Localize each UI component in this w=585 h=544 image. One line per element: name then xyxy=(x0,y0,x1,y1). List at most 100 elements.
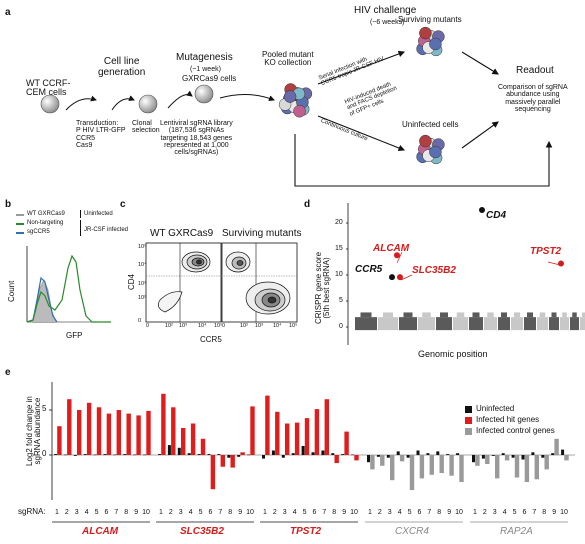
c-xtick-right-3: 10⁴ xyxy=(273,323,282,329)
bar-infected-tpst2-5 xyxy=(304,418,310,455)
bar-infected-slc35b2-10 xyxy=(250,406,255,455)
e-ytick-0: 0 xyxy=(42,449,47,458)
legend-entry-1: Non-targeting xyxy=(27,220,64,226)
e-legend-entry-1: Infected hit genes xyxy=(476,415,540,424)
sgrna-num-cxcr4-10: 10 xyxy=(455,509,463,516)
bar-infected-alcam-10 xyxy=(146,410,151,455)
e-legend-swatch-0 xyxy=(465,406,472,413)
d-ytick-4: 20 xyxy=(335,219,343,226)
c-xtick-left-4: 10⁵ xyxy=(214,323,223,329)
e-legend-swatch-1 xyxy=(465,417,472,424)
gxrcas9-cell-icon xyxy=(194,84,214,104)
bar-uninfected-rap2a-3 xyxy=(491,455,495,456)
bar-uninfected-cxcr4-4 xyxy=(396,451,400,455)
sgrna-num-cxcr4-4: 4 xyxy=(397,509,402,516)
chromosome-block-top-2 xyxy=(403,312,413,318)
bar-infected-cxcr4-7 xyxy=(429,455,434,475)
sgrna-num-slc35b2-8: 8 xyxy=(228,509,233,516)
bar-uninfected-slc35b2-6 xyxy=(207,454,211,455)
bar-uninfected-cxcr4-8 xyxy=(436,451,440,455)
bar-infected-rap2a-2 xyxy=(485,455,490,464)
arrow-bottom-loop xyxy=(294,134,553,187)
gene-point-ccr5 xyxy=(389,274,395,281)
chromosome-block-3 xyxy=(418,317,435,331)
sgrna-num-slc35b2-6: 6 xyxy=(208,509,213,516)
sgrna-num-cxcr4-2: 2 xyxy=(377,509,382,516)
sgrna-num-tpst2-5: 5 xyxy=(302,509,307,516)
bar-infected-cxcr4-4 xyxy=(399,455,405,462)
sgrna-num-rap2a-6: 6 xyxy=(522,509,527,516)
d-ytick-1: 5 xyxy=(339,297,343,304)
sgrna-num-rap2a-2: 2 xyxy=(482,509,487,516)
bar-infected-tpst2-10 xyxy=(354,455,359,461)
sgrna-num-rap2a-10: 10 xyxy=(560,509,568,516)
bar-infected-tpst2-1 xyxy=(265,395,270,455)
chromosome-block-7 xyxy=(484,317,497,331)
e-ytick-1: 5 xyxy=(42,404,47,413)
sgrna-num-alcam-5: 5 xyxy=(94,509,99,516)
gene-name-cxcr4: CXCR4 xyxy=(395,526,429,537)
uninfected-label: Uninfected cells xyxy=(402,120,459,129)
sgrna-num-slc35b2-4: 4 xyxy=(188,509,193,516)
chromosome-block-5 xyxy=(453,317,468,331)
sgrna-num-alcam-8: 8 xyxy=(124,509,129,516)
legend-note-infected: JR-CSF infected xyxy=(84,227,129,233)
bar-uninfected-slc35b2-5 xyxy=(197,454,201,455)
pooled-cluster-icon xyxy=(278,83,313,118)
gene-label-alcam: ALCAM xyxy=(373,243,410,254)
sgrna-num-alcam-3: 3 xyxy=(74,509,79,516)
bar-infected-alcam-2 xyxy=(67,399,72,455)
bar-uninfected-rap2a-8 xyxy=(541,455,545,458)
sgrna-num-cxcr4-5: 5 xyxy=(407,509,412,516)
bar-uninfected-tpst2-2 xyxy=(271,450,275,455)
sgrna-num-tpst2-9: 9 xyxy=(342,509,347,516)
gene-name-tpst2: TPST2 xyxy=(290,526,322,537)
sgrna-num-rap2a-1: 1 xyxy=(473,509,477,516)
c-ytick-0: 0 xyxy=(138,318,142,324)
bar-uninfected-cxcr4-3 xyxy=(386,455,390,458)
bar-infected-rap2a-8 xyxy=(544,455,549,470)
bar-infected-tpst2-3 xyxy=(285,423,290,455)
gene-point-alcam xyxy=(394,252,400,259)
panel-d-xlabel: Genomic position xyxy=(418,349,488,359)
bar-infected-cxcr4-6 xyxy=(419,455,425,479)
c-ytick-2: 10³ xyxy=(138,281,146,287)
panel-e-label: e xyxy=(5,367,11,378)
d-ytick-3: 15 xyxy=(335,245,343,252)
chromosome-block-top-9 xyxy=(514,312,520,318)
bar-infected-alcam-8 xyxy=(126,413,131,455)
c-xtick-left-1: 10² xyxy=(165,323,173,329)
sgrna-num-slc35b2-1: 1 xyxy=(159,509,163,516)
sgrna-num-alcam-9: 9 xyxy=(134,509,139,516)
bar-uninfected-alcam-10 xyxy=(143,454,147,456)
bar-uninfected-rap2a-1 xyxy=(472,455,475,463)
bar-infected-cxcr4-1 xyxy=(370,455,375,470)
bar-uninfected-cxcr4-6 xyxy=(416,450,420,455)
sgrna-num-tpst2-4: 4 xyxy=(292,509,297,516)
c-ytick-3: 10⁴ xyxy=(138,262,147,268)
sgrna-num-rap2a-7: 7 xyxy=(532,509,537,516)
sgrna-num-rap2a-4: 4 xyxy=(502,509,507,516)
chromosome-block-10 xyxy=(524,317,536,331)
readout-title: Readout xyxy=(516,65,554,76)
bar-infected-alcam-5 xyxy=(96,407,102,455)
bar-infected-slc35b2-8 xyxy=(230,455,235,468)
sgrna-num-rap2a-5: 5 xyxy=(512,509,517,516)
chromosome-block-8 xyxy=(498,317,510,331)
bar-uninfected-rap2a-10 xyxy=(561,449,565,455)
chromosome-block-top-3 xyxy=(422,312,431,318)
bar-uninfected-cxcr4-9 xyxy=(446,454,450,455)
bar-uninfected-tpst2-7 xyxy=(321,450,325,455)
arrow-to-surviving xyxy=(317,50,406,85)
bar-infected-alcam-6 xyxy=(106,413,112,455)
bar-uninfected-tpst2-5 xyxy=(301,446,305,455)
sgrna-num-tpst2-8: 8 xyxy=(332,509,337,516)
c-ytick-1: 10² xyxy=(138,295,146,301)
chromosome-block-top-7 xyxy=(487,312,494,318)
sgrna-num-slc35b2-5: 5 xyxy=(198,509,203,516)
surviving-label: Surviving mutants xyxy=(398,15,462,24)
bar-infected-slc35b2-3 xyxy=(181,428,186,455)
panel-b-xlabel: GFP xyxy=(66,331,83,340)
e-legend-swatch-2 xyxy=(465,428,472,435)
bar-uninfected-slc35b2-1 xyxy=(158,454,161,455)
